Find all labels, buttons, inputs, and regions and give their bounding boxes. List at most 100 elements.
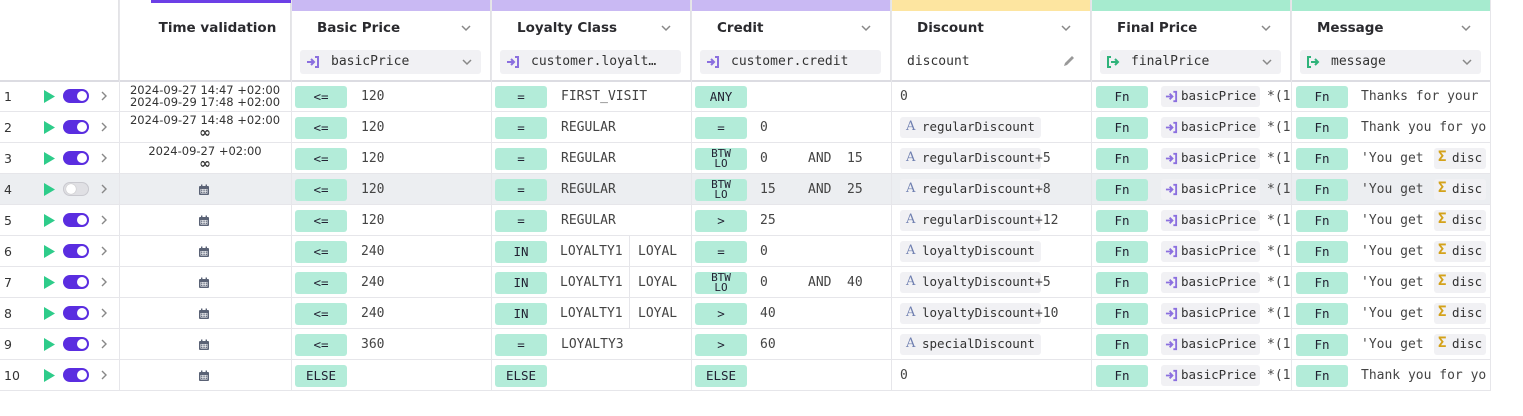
fn-button[interactable]: Fn: [1296, 334, 1348, 356]
header-discount[interactable]: Discount discount: [891, 0, 1091, 80]
fn-button[interactable]: Fn: [1296, 117, 1348, 139]
final-price-cell[interactable]: Fn basicPrice *(1: [1091, 112, 1291, 143]
loyalty-class-cell[interactable]: = LOYALTY3: [491, 329, 691, 360]
operator-chip[interactable]: ELSE: [695, 365, 747, 387]
condition-value[interactable]: 0: [760, 120, 768, 135]
output-value[interactable]: 0: [900, 89, 908, 104]
final-price-cell[interactable]: Fn basicPrice *(1: [1091, 205, 1291, 236]
operator-chip[interactable]: >: [695, 303, 747, 325]
operator-chip[interactable]: ANY: [695, 86, 747, 108]
chevron-right-icon[interactable]: [99, 215, 109, 225]
play-icon[interactable]: [43, 183, 55, 196]
discount-cell[interactable]: 0: [891, 360, 1091, 391]
chevron-down-icon[interactable]: [1261, 56, 1273, 68]
chevron-right-icon[interactable]: [99, 153, 109, 163]
condition-value[interactable]: 60: [760, 337, 776, 352]
enable-toggle[interactable]: [63, 244, 89, 258]
condition-value[interactable]: 120: [361, 89, 385, 104]
final-price-cell[interactable]: Fn basicPrice *(1: [1091, 360, 1291, 391]
condition-value[interactable]: 120: [361, 151, 385, 166]
basic-price-cell[interactable]: <= 120: [291, 112, 491, 143]
field-select-credit[interactable]: customer.credit: [700, 50, 881, 74]
play-icon[interactable]: [43, 152, 55, 165]
play-icon[interactable]: [43, 121, 55, 134]
condition-value[interactable]: 25: [760, 213, 776, 228]
condition-value[interactable]: 0: [760, 151, 768, 166]
fn-button[interactable]: Fn: [1296, 86, 1348, 108]
chevron-right-icon[interactable]: [99, 184, 109, 194]
final-price-cell[interactable]: Fn basicPrice *(1: [1091, 143, 1291, 174]
final-price-cell[interactable]: Fn basicPrice *(1: [1091, 236, 1291, 267]
time-validation-cell[interactable]: [119, 174, 291, 205]
credit-cell[interactable]: BTW LO 0 AND 15: [691, 143, 891, 174]
calendar-icon[interactable]: [198, 308, 210, 320]
condition-value[interactable]: REGULAR: [561, 213, 616, 228]
operator-chip[interactable]: BTW LO: [695, 272, 747, 294]
final-price-cell[interactable]: Fn basicPrice *(1: [1091, 267, 1291, 298]
condition-value[interactable]: REGULAR: [561, 120, 616, 135]
operator-chip[interactable]: <=: [295, 272, 347, 294]
fn-button[interactable]: Fn: [1096, 86, 1148, 108]
final-price-cell[interactable]: Fn basicPrice *(1: [1091, 174, 1291, 205]
time-validation-cell[interactable]: [119, 267, 291, 298]
credit-cell[interactable]: BTW LO 15 AND 25: [691, 174, 891, 205]
field-reference-chip[interactable]: basicPrice: [1161, 117, 1261, 138]
table-row[interactable]: 10 ELSE ELSE ELSE 0 Fn basicPrice *(1 Fn T…: [0, 360, 1491, 391]
enable-toggle[interactable]: [63, 213, 89, 227]
condition-value[interactable]: 40: [847, 275, 863, 290]
condition-value[interactable]: 120: [361, 120, 385, 135]
operator-chip[interactable]: <=: [295, 86, 347, 108]
operator-chip[interactable]: <=: [295, 241, 347, 263]
chevron-down-icon[interactable]: [860, 22, 872, 34]
chevron-down-icon[interactable]: [1461, 56, 1473, 68]
basic-price-cell[interactable]: <= 240: [291, 236, 491, 267]
enable-toggle[interactable]: [63, 120, 89, 134]
fn-button[interactable]: Fn: [1096, 179, 1148, 201]
play-icon[interactable]: [43, 307, 55, 320]
credit-cell[interactable]: >60: [691, 329, 891, 360]
field-reference-chip[interactable]: basicPrice: [1161, 179, 1261, 200]
final-price-cell[interactable]: Fn basicPrice *(1: [1091, 329, 1291, 360]
message-cell[interactable]: Fn Thanks for your: [1291, 81, 1491, 112]
credit-cell[interactable]: >40: [691, 298, 891, 329]
chevron-down-icon[interactable]: [660, 22, 672, 34]
header-loyalty-class[interactable]: Loyalty Class customer.loyalt…: [491, 0, 691, 80]
calendar-icon[interactable]: [198, 246, 210, 258]
chevron-right-icon[interactable]: [99, 246, 109, 256]
field-reference-chip[interactable]: basicPrice: [1161, 303, 1261, 324]
basic-price-cell[interactable]: <= 240: [291, 298, 491, 329]
enable-toggle[interactable]: [63, 306, 89, 320]
field-reference-chip[interactable]: basicPrice: [1161, 365, 1261, 386]
loyalty-class-cell[interactable]: = REGULAR: [491, 205, 691, 236]
final-price-cell[interactable]: Fn basicPrice *(1: [1091, 298, 1291, 329]
condition-value[interactable]: REGULAR: [561, 151, 616, 166]
final-price-cell[interactable]: Fn basicPrice *(1: [1091, 81, 1291, 112]
credit-cell[interactable]: >25: [691, 205, 891, 236]
operator-chip[interactable]: <=: [295, 179, 347, 201]
condition-value[interactable]: LOYAL: [638, 244, 678, 259]
credit-cell[interactable]: = 0: [691, 236, 891, 267]
chevron-right-icon[interactable]: [99, 370, 109, 380]
fn-button[interactable]: Fn: [1296, 272, 1348, 294]
condition-value[interactable]: 15: [847, 151, 863, 166]
credit-cell[interactable]: ELSE: [691, 360, 891, 391]
credit-cell[interactable]: = 0: [691, 112, 891, 143]
calendar-icon[interactable]: [198, 215, 210, 227]
header-message[interactable]: Message message: [1291, 0, 1491, 80]
condition-value[interactable]: 240: [361, 244, 385, 259]
